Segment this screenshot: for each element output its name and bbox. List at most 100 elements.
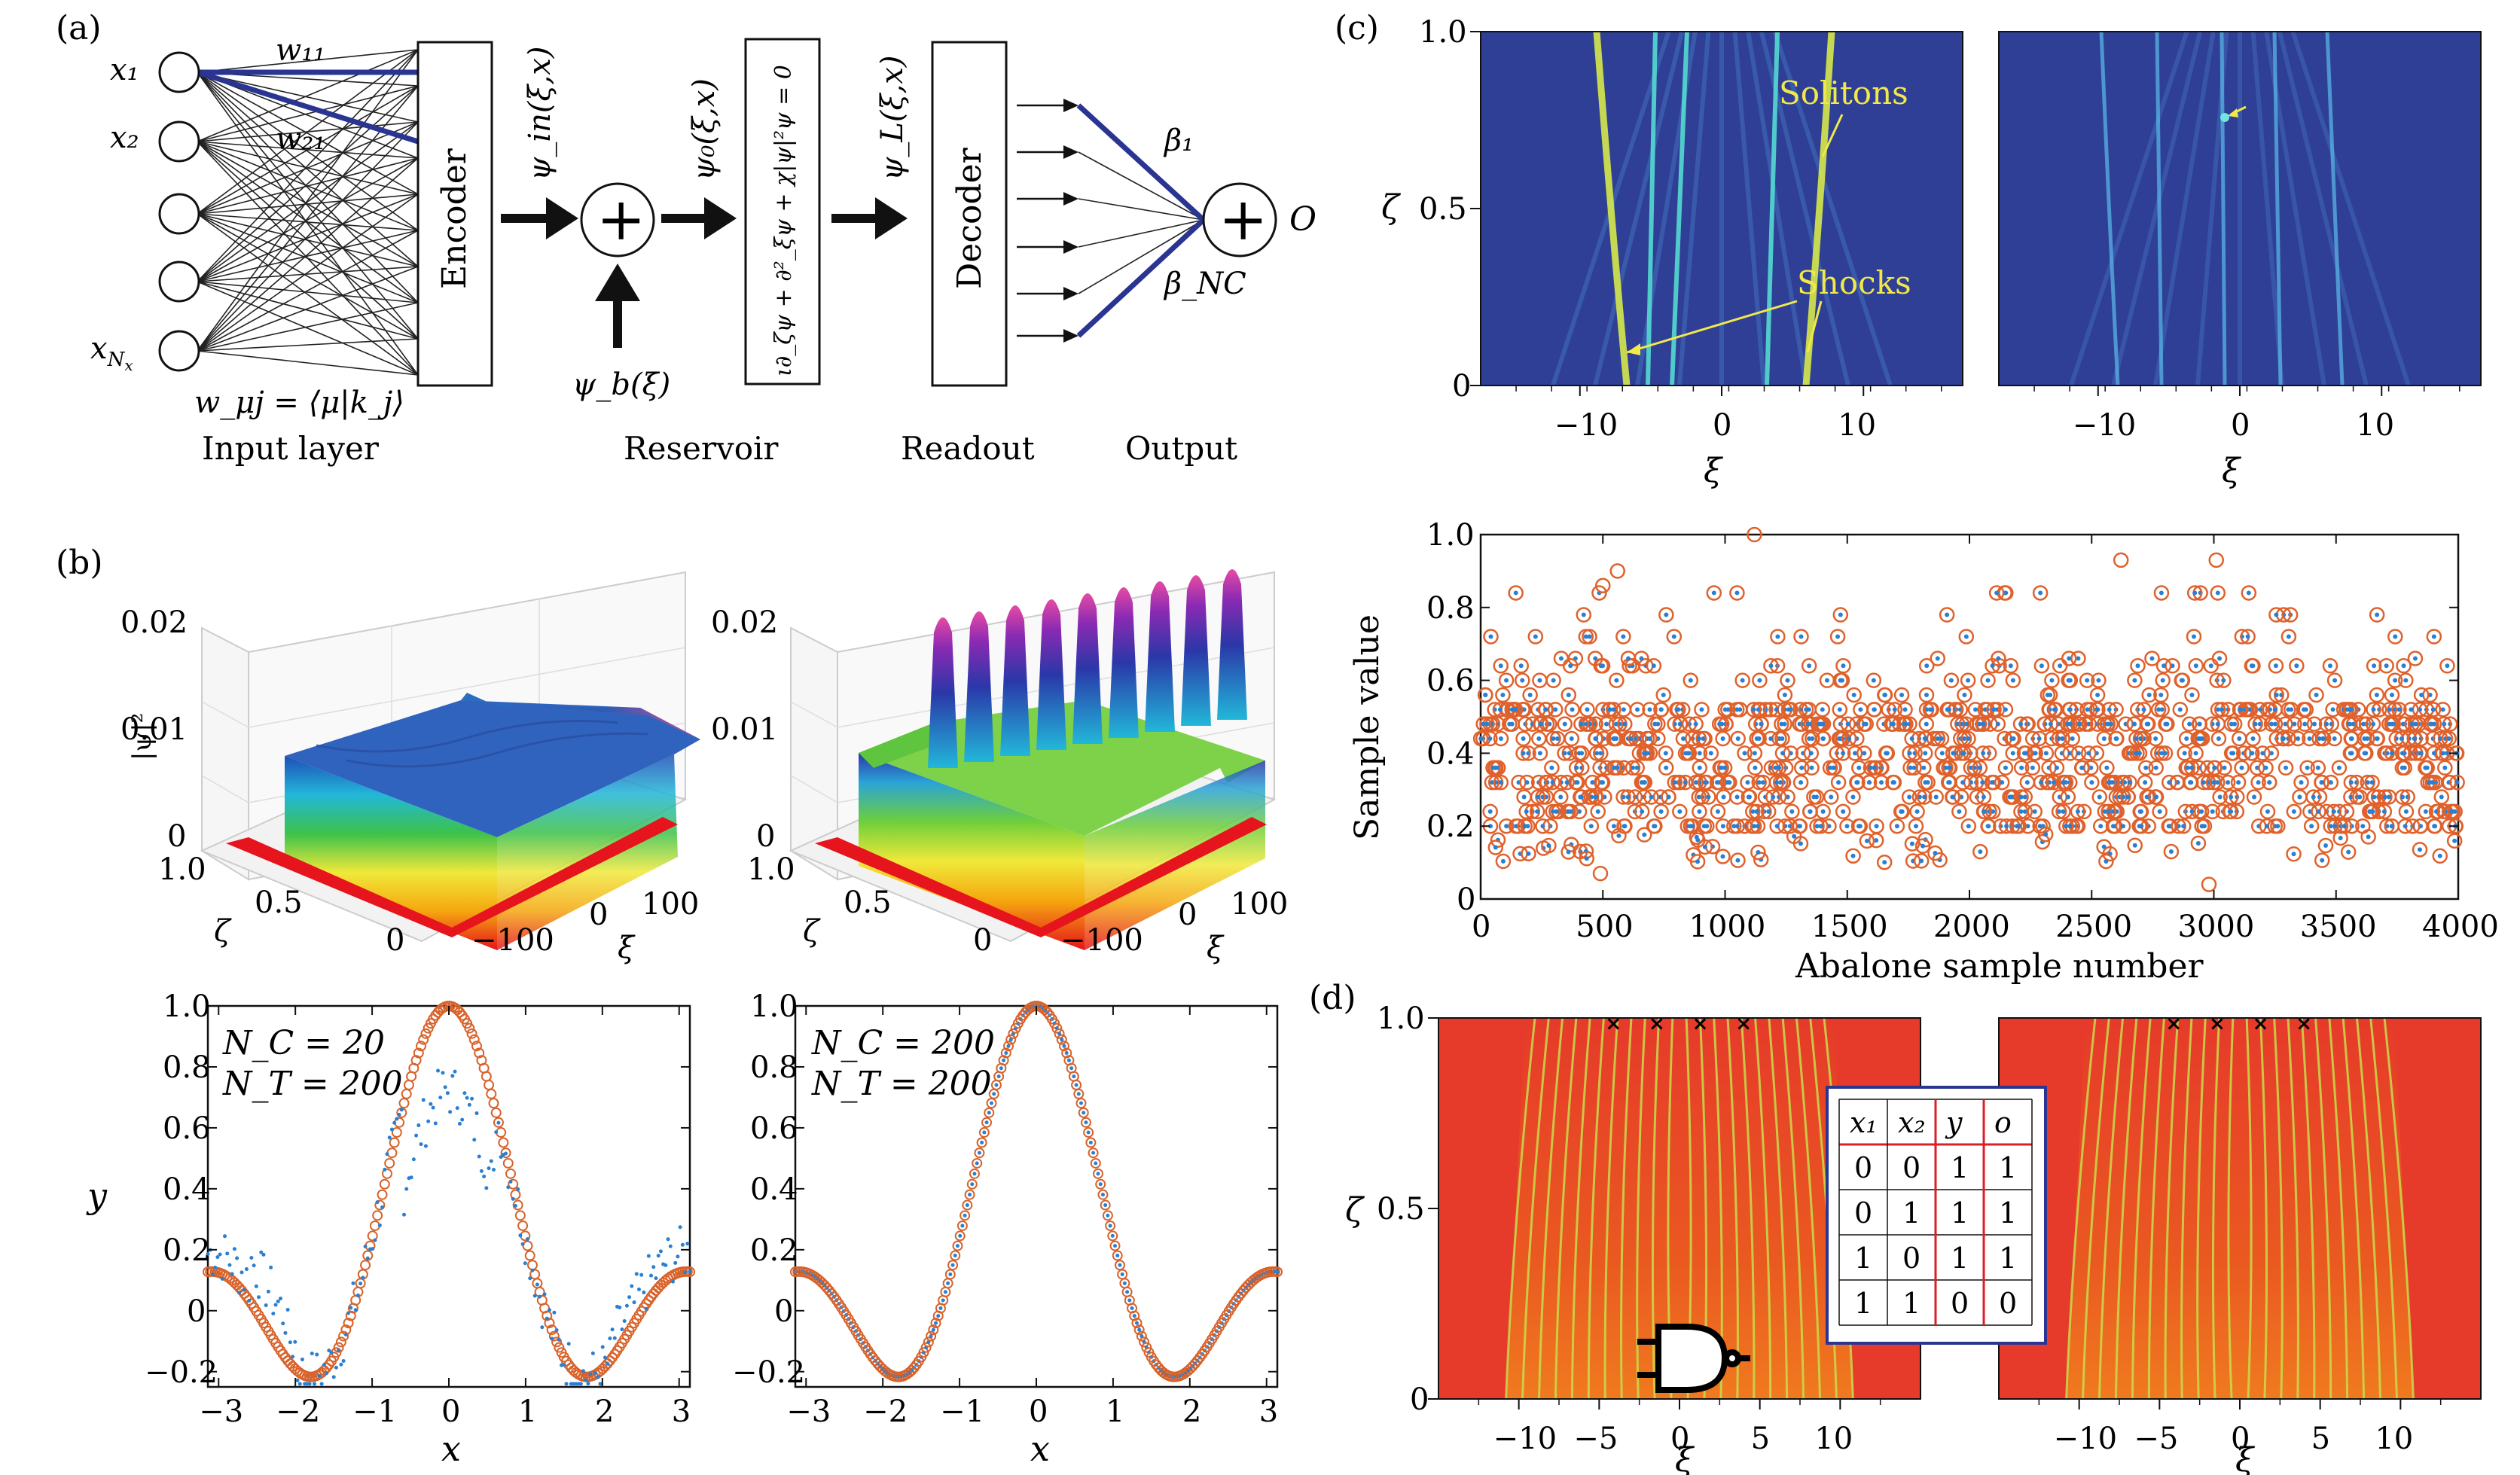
sample-prediction	[2280, 736, 2285, 742]
sample-target	[2089, 687, 2106, 703]
sample-target	[1876, 854, 1893, 870]
sample-prediction	[1747, 794, 1752, 800]
sample-target	[1634, 774, 1650, 791]
sample-target	[1692, 760, 1707, 776]
fit-right-target-point	[1131, 1318, 1143, 1329]
fit-right-pred-point	[968, 1193, 972, 1197]
sample-target	[1629, 760, 1645, 776]
sample-target	[2070, 745, 2087, 761]
surf-right-xi-label: ξ	[1207, 931, 1225, 965]
sample-prediction	[2283, 721, 2288, 727]
fit-left-pred-point	[300, 1358, 304, 1362]
sample-target	[2340, 844, 2357, 860]
sample-prediction	[2274, 692, 2279, 697]
sample-prediction	[1768, 663, 1774, 669]
fit-right-target-point	[1005, 1034, 1017, 1045]
fit-left-pred-point	[307, 1382, 312, 1386]
fit-left-target-point	[508, 1178, 519, 1190]
sample-prediction	[1780, 751, 1786, 756]
sample-prediction	[1981, 751, 1986, 756]
panel-label-c: (c)	[1335, 9, 1379, 47]
sample-prediction	[2245, 634, 2250, 639]
sample-target	[2102, 846, 2118, 862]
sample-target	[1709, 774, 1725, 791]
soliton-track	[1646, 31, 1658, 386]
sample-target	[1798, 702, 1814, 718]
decoder-box	[931, 41, 1008, 387]
sample-prediction	[2430, 780, 2436, 785]
sample-prediction	[2067, 707, 2072, 712]
sample-prediction	[1978, 849, 1983, 855]
nlse-equation: ι∂_ζψ + ∂²_ξψ + χ|ψ|²ψ = 0	[770, 65, 797, 376]
fit-left-pred-point	[654, 1276, 658, 1281]
sample-prediction	[1578, 794, 1583, 800]
fit-left-pred-point	[259, 1250, 264, 1254]
fit-right-pred-point	[1275, 1269, 1280, 1274]
sample-prediction	[2332, 824, 2338, 829]
sample-prediction	[1924, 692, 1930, 697]
fit-right-target-point	[1112, 1250, 1123, 1261]
input-neuron-5	[158, 330, 200, 372]
sample-target	[2210, 585, 2226, 601]
fit-left-pred-point	[419, 1142, 423, 1147]
fit-left-pred-point	[361, 1275, 365, 1280]
sample-prediction	[1960, 721, 1965, 727]
sample-prediction	[1786, 707, 1792, 712]
sample-prediction	[1675, 707, 1680, 712]
sample-prediction	[1819, 721, 1824, 727]
sample-target	[1531, 730, 1547, 747]
input-position-marker: ×	[1605, 1013, 1622, 1035]
sample-prediction	[2210, 809, 2215, 814]
fit-left-pred-point	[598, 1382, 603, 1386]
sample-target	[1518, 803, 1534, 820]
heat-xtick: −10	[2073, 408, 2136, 443]
sample-target	[1793, 760, 1810, 776]
sample-target	[2247, 716, 2263, 732]
sample-target	[1762, 730, 1779, 747]
sample-prediction	[1908, 765, 1913, 770]
sample-target	[2122, 774, 2137, 791]
sample-prediction	[2054, 765, 2059, 770]
sample-target	[2326, 803, 2342, 820]
sample-prediction	[1587, 634, 1592, 639]
fit-right-pred-point	[938, 1306, 943, 1311]
sample-prediction	[2362, 751, 2367, 756]
sample-target	[1975, 745, 1991, 761]
soliton-peak-3	[1000, 605, 1030, 756]
sample-target	[1606, 760, 1622, 776]
sample-target	[1897, 702, 1913, 718]
sample-prediction	[1902, 707, 1908, 712]
sample-target	[1826, 760, 1841, 776]
sample-target	[1945, 789, 1961, 805]
sample-prediction	[2043, 751, 2049, 756]
sample-prediction	[1625, 794, 1631, 800]
sample-target	[2131, 818, 2147, 834]
sample-target	[2150, 702, 2167, 718]
sample-target	[2101, 702, 2117, 718]
truth-table-cell: 0	[1951, 1287, 1969, 1320]
sample-prediction	[1536, 736, 1542, 742]
sample-prediction	[1785, 678, 1790, 683]
sample-prediction	[1604, 721, 1609, 727]
sample-target	[2017, 789, 2033, 805]
sample-target	[1908, 818, 1924, 834]
fit-left-pred-point	[482, 1175, 487, 1179]
scatter-ytick: 0.6	[1426, 664, 1475, 699]
sample-prediction	[2157, 809, 2162, 814]
fit-right-target-point	[1061, 1047, 1072, 1059]
sample-target	[2234, 760, 2250, 776]
sample-prediction	[1546, 843, 1551, 849]
sample-prediction	[2187, 721, 2192, 727]
sample-prediction	[1549, 765, 1554, 770]
sample-target	[1606, 730, 1622, 747]
sample-prediction	[1642, 832, 1647, 837]
input-position-marker: ×	[2296, 1013, 2312, 1035]
wave-track	[1726, 1017, 1739, 1400]
sample-prediction	[1594, 751, 1600, 756]
fit-left-pred-point	[465, 1096, 469, 1100]
fit-xtick: 3	[1259, 1394, 1278, 1429]
sample-target	[2259, 803, 2276, 820]
sample-target	[2184, 760, 2200, 776]
wave-track	[2355, 1017, 2382, 1400]
sample-prediction	[2137, 809, 2143, 814]
